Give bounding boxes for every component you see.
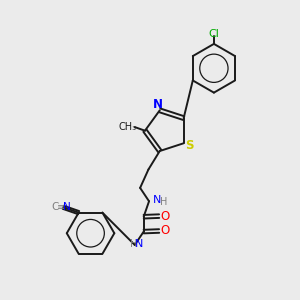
Text: Cl: Cl: [208, 29, 219, 39]
Text: H: H: [130, 239, 137, 249]
Text: C: C: [52, 202, 59, 212]
Text: N: N: [64, 202, 71, 212]
Text: CH₃: CH₃: [118, 122, 137, 131]
Text: ≡: ≡: [56, 202, 65, 212]
Text: H: H: [160, 197, 168, 208]
Text: O: O: [160, 224, 170, 238]
Text: N: N: [153, 98, 163, 111]
Text: N: N: [153, 195, 161, 205]
Text: S: S: [185, 139, 193, 152]
Text: O: O: [160, 210, 170, 223]
Text: N: N: [135, 239, 143, 249]
